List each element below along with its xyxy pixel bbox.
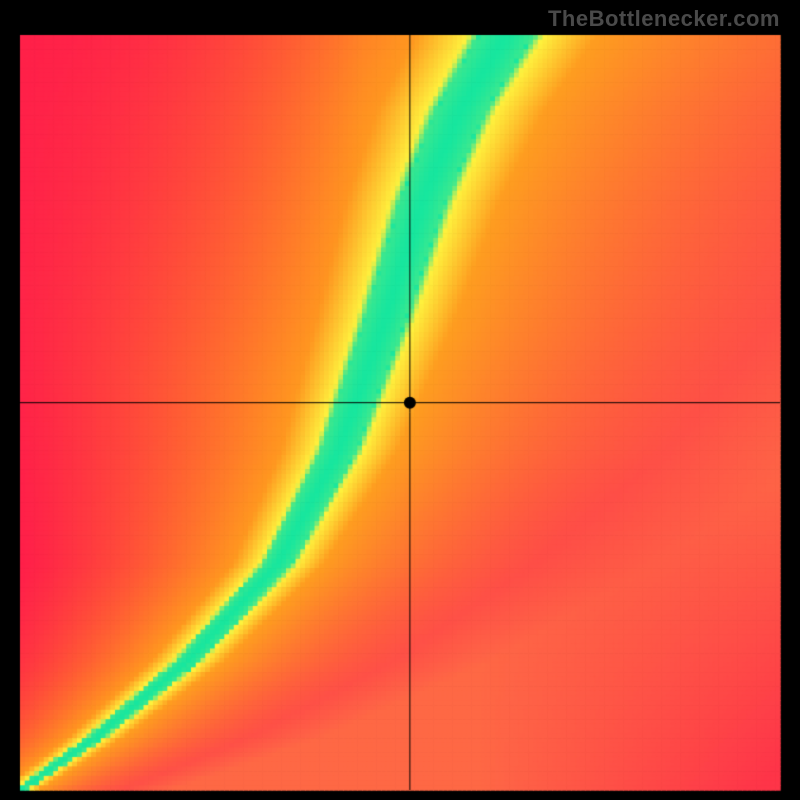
watermark-text: TheBottlenecker.com (548, 6, 780, 32)
bottleneck-heatmap (0, 0, 800, 800)
chart-container: TheBottlenecker.com (0, 0, 800, 800)
